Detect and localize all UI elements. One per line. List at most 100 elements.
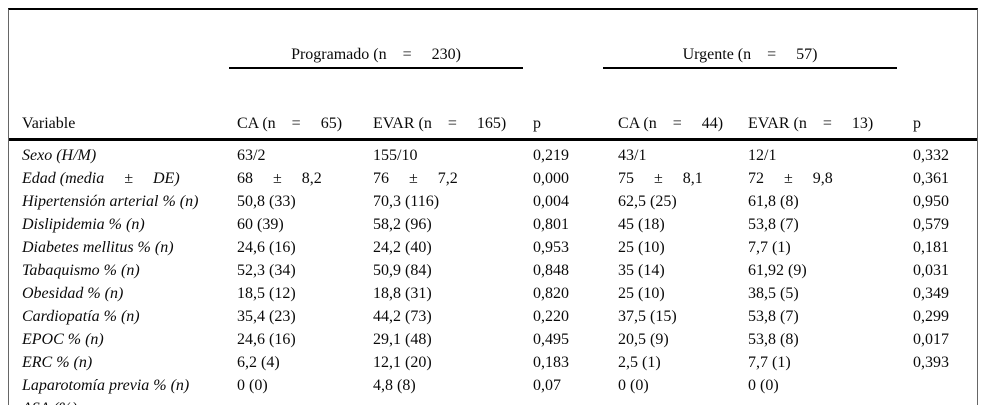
cell-p-programado: 0,219 [533, 147, 570, 164]
cell-p-programado: 0,495 [533, 331, 570, 348]
cell-evar-urgente: 61,92 (9) [748, 262, 807, 279]
cell-evar-urgente: 12/1 [748, 147, 777, 164]
cell-p-urgente: 0,950 [913, 193, 950, 210]
cell-evar-programado: 44,2 (73) [373, 308, 432, 325]
row-label: Edad (media ± DE) [22, 170, 180, 187]
cell-ca-urgente: 45 (18) [618, 216, 665, 233]
table-row-sexo: Sexo (H/M) 63/2 155/10 0,219 43/1 12/1 0… [9, 140, 977, 168]
cell-ca-urgente: 25 (10) [618, 239, 665, 256]
table-row-hipertension: Hipertensión arterial % (n) 50,8 (33) 70… [9, 190, 977, 213]
cell-ca-urgente: 43/1 [618, 147, 647, 164]
cell-p-urgente: 0,017 [913, 331, 950, 348]
col-header-variable: Variable [9, 105, 237, 141]
cell-evar-urgente: 53,8 (8) [748, 331, 799, 348]
cell-evar-urgente [748, 397, 913, 405]
cell-evar-programado: 58,2 (96) [373, 216, 432, 233]
cell-p-programado: 0,848 [533, 262, 570, 279]
cell-evar-programado: 70,3 (116) [373, 193, 440, 210]
cell-ca-urgente: 0 (0) [618, 377, 649, 394]
row-label: Diabetes mellitus % (n) [22, 239, 174, 256]
table-row-edad: Edad (media ± DE) 68 ± 8,2 76 ± 7,2 0,00… [9, 167, 977, 190]
column-header-row: Variable CA (n = 65) EVAR (n = 165) p CA… [9, 105, 978, 141]
row-label: Cardiopatía % (n) [22, 308, 140, 325]
col-header-p-urgente: p [913, 105, 978, 141]
cell-ca-urgente [618, 397, 748, 405]
cell-p-urgente: 0,031 [913, 262, 950, 279]
col-header-ca-urgente: CA (n = 44) [618, 105, 749, 141]
row-label: Obesidad % (n) [22, 285, 124, 302]
cell-ca-programado: 52,3 (34) [237, 262, 296, 279]
row-label: Sexo (H/M) [22, 147, 97, 164]
table-row-epoc: EPOC % (n) 24,6 (16) 29,1 (48) 0,495 20,… [9, 328, 977, 351]
cell-ca-programado: 6,2 (4) [237, 354, 280, 371]
cell-evar-urgente: 7,7 (1) [748, 239, 791, 256]
cell-evar-programado: 24,2 (40) [373, 239, 432, 256]
cell-ca-programado: 63/2 [237, 147, 266, 164]
cell-p-urgente: 0,361 [913, 170, 950, 187]
cell-evar-urgente: 72 ± 9,8 [748, 170, 833, 187]
table-row-diabetes: Diabetes mellitus % (n) 24,6 (16) 24,2 (… [9, 236, 977, 259]
table-row-cardiopatia: Cardiopatía % (n) 35,4 (23) 44,2 (73) 0,… [9, 305, 977, 328]
cell-evar-urgente: 0 (0) [748, 377, 779, 394]
cell-ca-programado: 18,5 (12) [237, 285, 296, 302]
table-row-laparotomia: Laparotomía previa % (n) 0 (0) 4,8 (8) 0… [9, 374, 977, 397]
cell-p-programado [533, 397, 618, 405]
cell-evar-programado: 18,8 (31) [373, 285, 432, 302]
cell-evar-urgente: 53,8 (7) [748, 216, 799, 233]
cell-ca-programado: 35,4 (23) [237, 308, 296, 325]
cell-p-urgente: 0,332 [913, 147, 950, 164]
cell-evar-urgente: 7,7 (1) [748, 354, 791, 371]
cell-evar-programado: 50,9 (84) [373, 262, 432, 279]
cell-evar-programado [373, 397, 533, 405]
row-label: EPOC % (n) [22, 331, 104, 348]
cell-ca-programado [237, 397, 373, 405]
cell-p-urgente: 0,349 [913, 285, 950, 302]
cell-evar-programado: 29,1 (48) [373, 331, 432, 348]
cell-ca-programado: 24,6 (16) [237, 331, 296, 348]
spacer-cell [913, 10, 977, 105]
table-row-tabaquismo: Tabaquismo % (n) 52,3 (34) 50,9 (84) 0,8… [9, 259, 977, 282]
table-body: Sexo (H/M) 63/2 155/10 0,219 43/1 12/1 0… [9, 140, 977, 405]
row-label: ERC % (n) [22, 354, 93, 371]
spanner-urgente-cell: Urgente (n = 57) [603, 10, 913, 105]
row-label: Laparotomía previa % (n) [22, 377, 190, 394]
cell-p-urgente [913, 397, 977, 405]
cell-evar-programado: 12,1 (20) [373, 354, 432, 371]
variables-table: Programado (n = 230) Urgente (n = 57) Va… [9, 10, 978, 405]
cell-ca-urgente: 2,5 (1) [618, 354, 661, 371]
spanner-urgente: Urgente (n = 57) [603, 46, 898, 69]
cell-p-programado: 0,004 [533, 193, 570, 210]
row-label: ASA (%) [9, 397, 237, 405]
col-header-evar-programado: EVAR (n = 165) [373, 105, 534, 141]
cell-ca-programado: 68 ± 8,2 [237, 170, 322, 187]
cell-ca-urgente: 62,5 (25) [618, 193, 677, 210]
cell-ca-programado: 60 (39) [237, 216, 284, 233]
cell-evar-programado: 76 ± 7,2 [373, 170, 458, 187]
cell-p-programado: 0,07 [533, 377, 562, 394]
cell-p-programado: 0,220 [533, 308, 570, 325]
row-label: Hipertensión arterial % (n) [22, 193, 199, 210]
cell-p-urgente: 0,299 [913, 308, 950, 325]
cell-ca-programado: 24,6 (16) [237, 239, 296, 256]
table-row-dislipidemia: Dislipidemia % (n) 60 (39) 58,2 (96) 0,8… [9, 213, 977, 236]
cell-ca-urgente: 20,5 (9) [618, 331, 669, 348]
cell-evar-programado: 4,8 (8) [373, 377, 416, 394]
cell-ca-programado: 0 (0) [237, 377, 268, 394]
col-header-evar-urgente: EVAR (n = 13) [748, 105, 914, 141]
cell-evar-urgente: 38,5 (5) [748, 285, 799, 302]
table-header: Programado (n = 230) Urgente (n = 57) Va… [9, 10, 978, 141]
cell-p-urgente: 0,579 [913, 216, 950, 233]
spacer-cell [9, 10, 237, 105]
row-label: Dislipidemia % (n) [22, 216, 145, 233]
table-row-obesidad: Obesidad % (n) 18,5 (12) 18,8 (31) 0,820… [9, 282, 977, 305]
cell-evar-urgente: 53,8 (7) [748, 308, 799, 325]
cell-p-urgente: 0,181 [913, 239, 950, 256]
row-label: Tabaquismo % (n) [22, 262, 140, 279]
col-header-p-programado: p [533, 105, 619, 141]
table-row-asa: ASA (%) [9, 397, 977, 405]
cell-p-urgente [913, 374, 977, 397]
cell-p-programado: 0,801 [533, 216, 570, 233]
cell-p-programado: 0,183 [533, 354, 570, 371]
cell-p-programado: 0,000 [533, 170, 570, 187]
